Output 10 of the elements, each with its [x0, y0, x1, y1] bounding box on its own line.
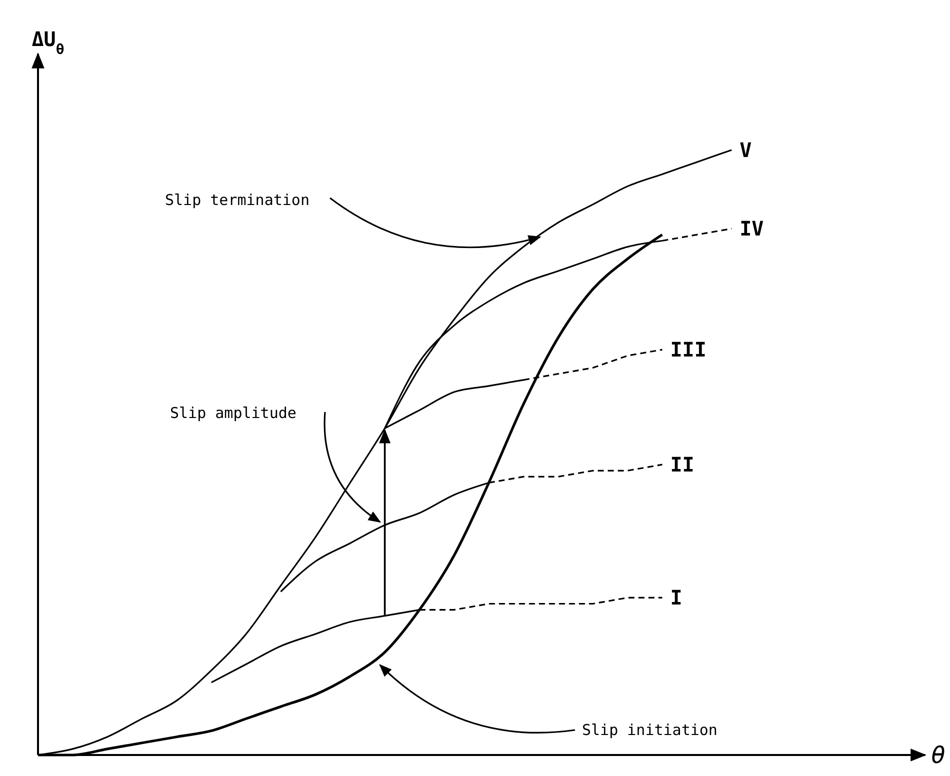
- annotation: Slip amplitude: [170, 404, 296, 422]
- series-label: I: [670, 586, 682, 610]
- annotation: Slip initiation: [582, 721, 718, 739]
- series-label: III: [670, 338, 706, 362]
- series-label: II: [670, 452, 694, 477]
- series-label: V: [740, 138, 752, 162]
- series-label: IV: [740, 216, 764, 241]
- annotation: Slip termination: [165, 191, 310, 209]
- x-axis-title: θ: [931, 741, 946, 769]
- y-axis-title: ΔU$_{θ}$: [32, 27, 64, 58]
